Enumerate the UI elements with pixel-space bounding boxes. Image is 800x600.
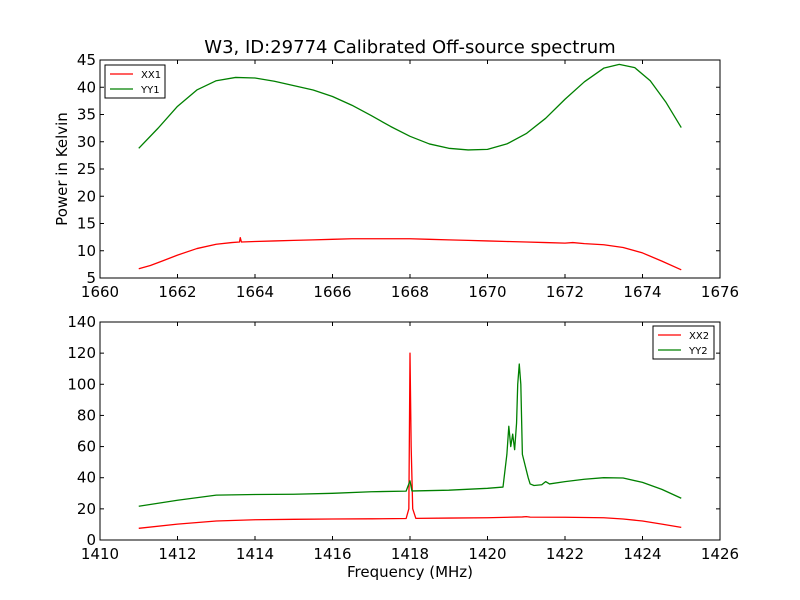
y-tick-label: 15 xyxy=(77,215,96,233)
legend-label-xx1: XX1 xyxy=(141,70,161,81)
x-tick-label: 1668 xyxy=(391,283,429,301)
x-tick-label: 1420 xyxy=(468,545,506,563)
y-tick-label: 120 xyxy=(67,344,96,362)
y-tick-label: 35 xyxy=(77,106,96,124)
legend-box xyxy=(652,325,715,360)
x-tick-label: 1676 xyxy=(701,283,739,301)
x-tick-label: 1410 xyxy=(81,545,119,563)
y-tick-label: 30 xyxy=(77,133,96,151)
y-tick-label: 80 xyxy=(77,406,96,424)
legend-label-yy1: YY1 xyxy=(140,85,160,96)
y-tick-label: 20 xyxy=(77,187,96,205)
y-tick-label: 25 xyxy=(77,160,96,178)
x-tick-label: 1674 xyxy=(623,283,661,301)
x-tick-label: 1416 xyxy=(313,545,351,563)
y-tick-label: 0 xyxy=(86,531,96,549)
x-tick-label: 1418 xyxy=(391,545,429,563)
x-tick-label: 1426 xyxy=(701,545,739,563)
x-tick-label: 1672 xyxy=(546,283,584,301)
charts-layer: 1660 1662 1664 1666 1668 1670 1672 1674 1676 5 10 1… xyxy=(53,51,739,581)
y-tick-label: 20 xyxy=(77,500,96,518)
y-tick-label: 40 xyxy=(77,78,96,96)
plot-area-1 xyxy=(100,60,720,278)
y-axis-label: Power in Kelvin xyxy=(53,112,71,226)
y-tick-label: 10 xyxy=(77,242,96,260)
series-line-yy2 xyxy=(138,363,682,507)
y-tick-label: 140 xyxy=(67,313,96,331)
y-tick-label: 100 xyxy=(67,375,96,393)
x-axis-label: Frequency (MHz) xyxy=(347,563,473,581)
chart-1: 1660 1662 1664 1666 1668 1670 1672 1674 1676 5 10 1… xyxy=(53,51,739,301)
legend-box xyxy=(104,64,166,99)
y-tick-label: 60 xyxy=(77,438,96,456)
series-line-yy1 xyxy=(138,63,682,151)
x-tick-label: 1664 xyxy=(236,283,274,301)
legend-label-xx2: XX2 xyxy=(689,331,709,342)
series-line-xx1 xyxy=(138,237,682,271)
y-tick-label: 40 xyxy=(77,469,96,487)
series-line-xx2 xyxy=(138,352,682,529)
series-group-2 xyxy=(138,352,682,529)
x-tick-label: 1660 xyxy=(81,283,119,301)
x-tick-label: 1662 xyxy=(158,283,196,301)
x-tick-label: 1412 xyxy=(158,545,196,563)
x-tick-label: 1670 xyxy=(468,283,506,301)
x-tick-label: 1666 xyxy=(313,283,351,301)
x-tick-label: 1424 xyxy=(623,545,661,563)
y-tick-label: 45 xyxy=(77,51,96,69)
chart-2: 1410 1412 1414 1416 1418 1420 1422 1424 1426 0 20 4… xyxy=(67,313,739,581)
y-tick-label: 5 xyxy=(86,269,96,287)
x-tick-label: 1422 xyxy=(546,545,584,563)
series-group-1 xyxy=(138,63,682,271)
figure-title: W3, ID:29774 Calibrated Off-source spect… xyxy=(204,37,615,58)
legend-label-yy2: YY2 xyxy=(688,346,708,357)
x-tick-label: 1414 xyxy=(236,545,274,563)
